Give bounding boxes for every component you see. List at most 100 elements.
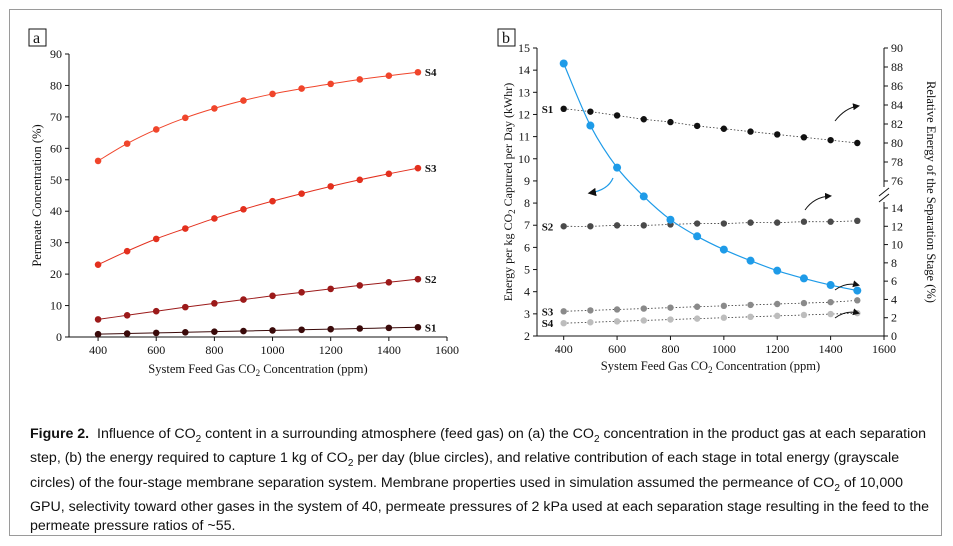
panel-b-point-S2	[560, 223, 567, 230]
panel-a-point-S2	[240, 296, 247, 303]
panel-b-ytick-left-label: 8	[524, 196, 530, 210]
panel-b-line-S4	[563, 312, 858, 324]
panel-b-ytick-right-label: 82	[891, 117, 903, 131]
panel-b-s3-axis-arrow	[834, 280, 860, 291]
panel-a-point-S4	[269, 90, 276, 98]
panel-b-point-S3	[587, 307, 594, 314]
panel-a-point-S4	[327, 80, 334, 88]
panel-a-ytick-label: 20	[50, 267, 62, 281]
panel-a-point-S4	[152, 126, 160, 133]
panel-b-axis-break	[878, 187, 890, 197]
panel-b-letter: b	[502, 30, 510, 47]
panel-a-ytick-label: 10	[50, 299, 62, 313]
panel-a-point-S2	[211, 300, 218, 307]
panel-b-point-S3	[827, 298, 834, 306]
panel-b-point-S1	[560, 105, 567, 113]
panel-a-series-label-S1: S1	[425, 322, 437, 334]
panel-a-point-S1	[385, 324, 393, 332]
panel-a-point-S2	[152, 307, 160, 315]
panel-a-point-S3	[385, 170, 393, 178]
panel-b-ytick-right-label: 2	[891, 311, 897, 325]
panel-b-point-S4	[640, 317, 647, 324]
panel-b-ytick-right-label: 10	[891, 238, 903, 252]
panel-a-point-S2	[94, 316, 102, 323]
panel-b-point-S4	[747, 313, 754, 320]
panel-b-energy-point	[559, 59, 568, 68]
panel-b-point-S1	[854, 139, 861, 147]
panel-b-ytick-right-label: 12	[891, 219, 903, 233]
panel-a-point-S1	[356, 325, 364, 332]
panel-a-point-S4	[298, 85, 305, 92]
panel-a-point-S4	[240, 97, 247, 104]
panel-b-point-S4	[613, 318, 621, 325]
panel-a-point-S3	[182, 225, 189, 232]
panel-b-point-S4	[667, 316, 674, 323]
panel-a-point-S1	[269, 327, 276, 334]
panel-a-xtick-label: 1200	[319, 343, 343, 357]
panel-a-point-S3	[327, 183, 334, 190]
panel-b-xtick-label: 1000	[712, 342, 736, 356]
panel-b-energy-point	[799, 274, 808, 283]
panel-b-point-S4	[827, 310, 834, 318]
panel-b-ytick-right-label: 84	[891, 98, 903, 112]
panel-b-point-S1	[827, 136, 834, 144]
panel-b-xtick-label: 1400	[819, 342, 843, 356]
panel-b-ytick-left-label: 15	[518, 41, 530, 55]
panel-b-ytick-right-label: 78	[891, 155, 903, 169]
panel-b-point-S1	[747, 128, 754, 135]
panel-b-axis-break	[878, 193, 890, 203]
panel-b-s1-axis-arrow	[834, 103, 860, 122]
panel-b-ytick-left-label: 3	[524, 307, 530, 321]
panel-b-ytick-right-label: 14	[891, 201, 903, 215]
figure-caption: Figure 2. Influence of CO2 content in a …	[30, 426, 930, 535]
panel-b-point-S2	[747, 219, 754, 226]
panel-b-energy-point	[853, 286, 862, 295]
panel-b-ytick-right-label: 8	[891, 256, 897, 270]
panel-a-point-S2	[385, 278, 393, 286]
panel-a-point-S4	[385, 72, 393, 79]
panel-a-ytick-label: 90	[50, 47, 62, 61]
panel-b-ytick-left-label: 9	[524, 174, 530, 188]
panel-b-point-S2	[693, 220, 701, 227]
panel-b-xtick-label: 1200	[765, 342, 789, 356]
panel-b-point-S1	[587, 108, 594, 115]
panel-a-ytick-label: 60	[50, 141, 62, 155]
panel-b-point-S4	[720, 314, 728, 321]
panel-b-point-S1	[720, 125, 728, 132]
panel-b-point-S2	[640, 222, 647, 229]
panel-b-ytick-right-label: 90	[891, 41, 903, 55]
panel-a-letter-box	[28, 28, 47, 47]
panel-a-xtick-label: 1000	[261, 343, 285, 357]
panel-b-line-S3	[563, 299, 858, 312]
panel-a-point-S2	[356, 282, 364, 289]
panel-b-point-S1	[774, 131, 781, 138]
panel-a-xtick-label: 1600	[435, 343, 459, 357]
panel-a-ytick-label: 40	[50, 204, 62, 218]
panel-a-point-S4	[123, 140, 131, 147]
panel-b-point-S2	[800, 218, 808, 225]
panel-b-point-S2	[827, 218, 834, 225]
panel-b-energy-point	[773, 266, 782, 275]
panel-a-point-S3	[211, 215, 218, 222]
panel-b-point-S2	[720, 220, 728, 227]
panel-a-point-S2	[182, 303, 189, 311]
panel-a-point-S4	[94, 157, 102, 165]
panel-b-point-S1	[640, 116, 647, 123]
panel-b-point-S1	[800, 134, 808, 141]
panel-b-ytick-left-label: 14	[518, 63, 530, 77]
panel-a-series-label-S4: S4	[425, 67, 437, 79]
panel-a-ytick-label: 30	[50, 236, 62, 250]
panel-b-ytick-right-label: 6	[891, 274, 897, 288]
panel-b-series-label-S3: S3	[542, 306, 554, 318]
panel-a-point-S1	[211, 328, 218, 335]
panel-a-point-S3	[414, 164, 422, 172]
panel-b-point-S4	[693, 315, 701, 322]
panel-b-ytick-left-label: 12	[518, 107, 530, 121]
panel-b-point-S2	[613, 222, 621, 229]
panel-a-xlabel: System Feed Gas CO2 Concentration (ppm)	[148, 362, 367, 378]
panel-b-line-S1	[563, 108, 858, 144]
panel-b-point-S3	[747, 301, 754, 309]
panel-b-point-S2	[587, 223, 594, 230]
panel-b-ytick-right-label: 76	[891, 174, 903, 188]
panel-b-point-S3	[693, 303, 701, 310]
